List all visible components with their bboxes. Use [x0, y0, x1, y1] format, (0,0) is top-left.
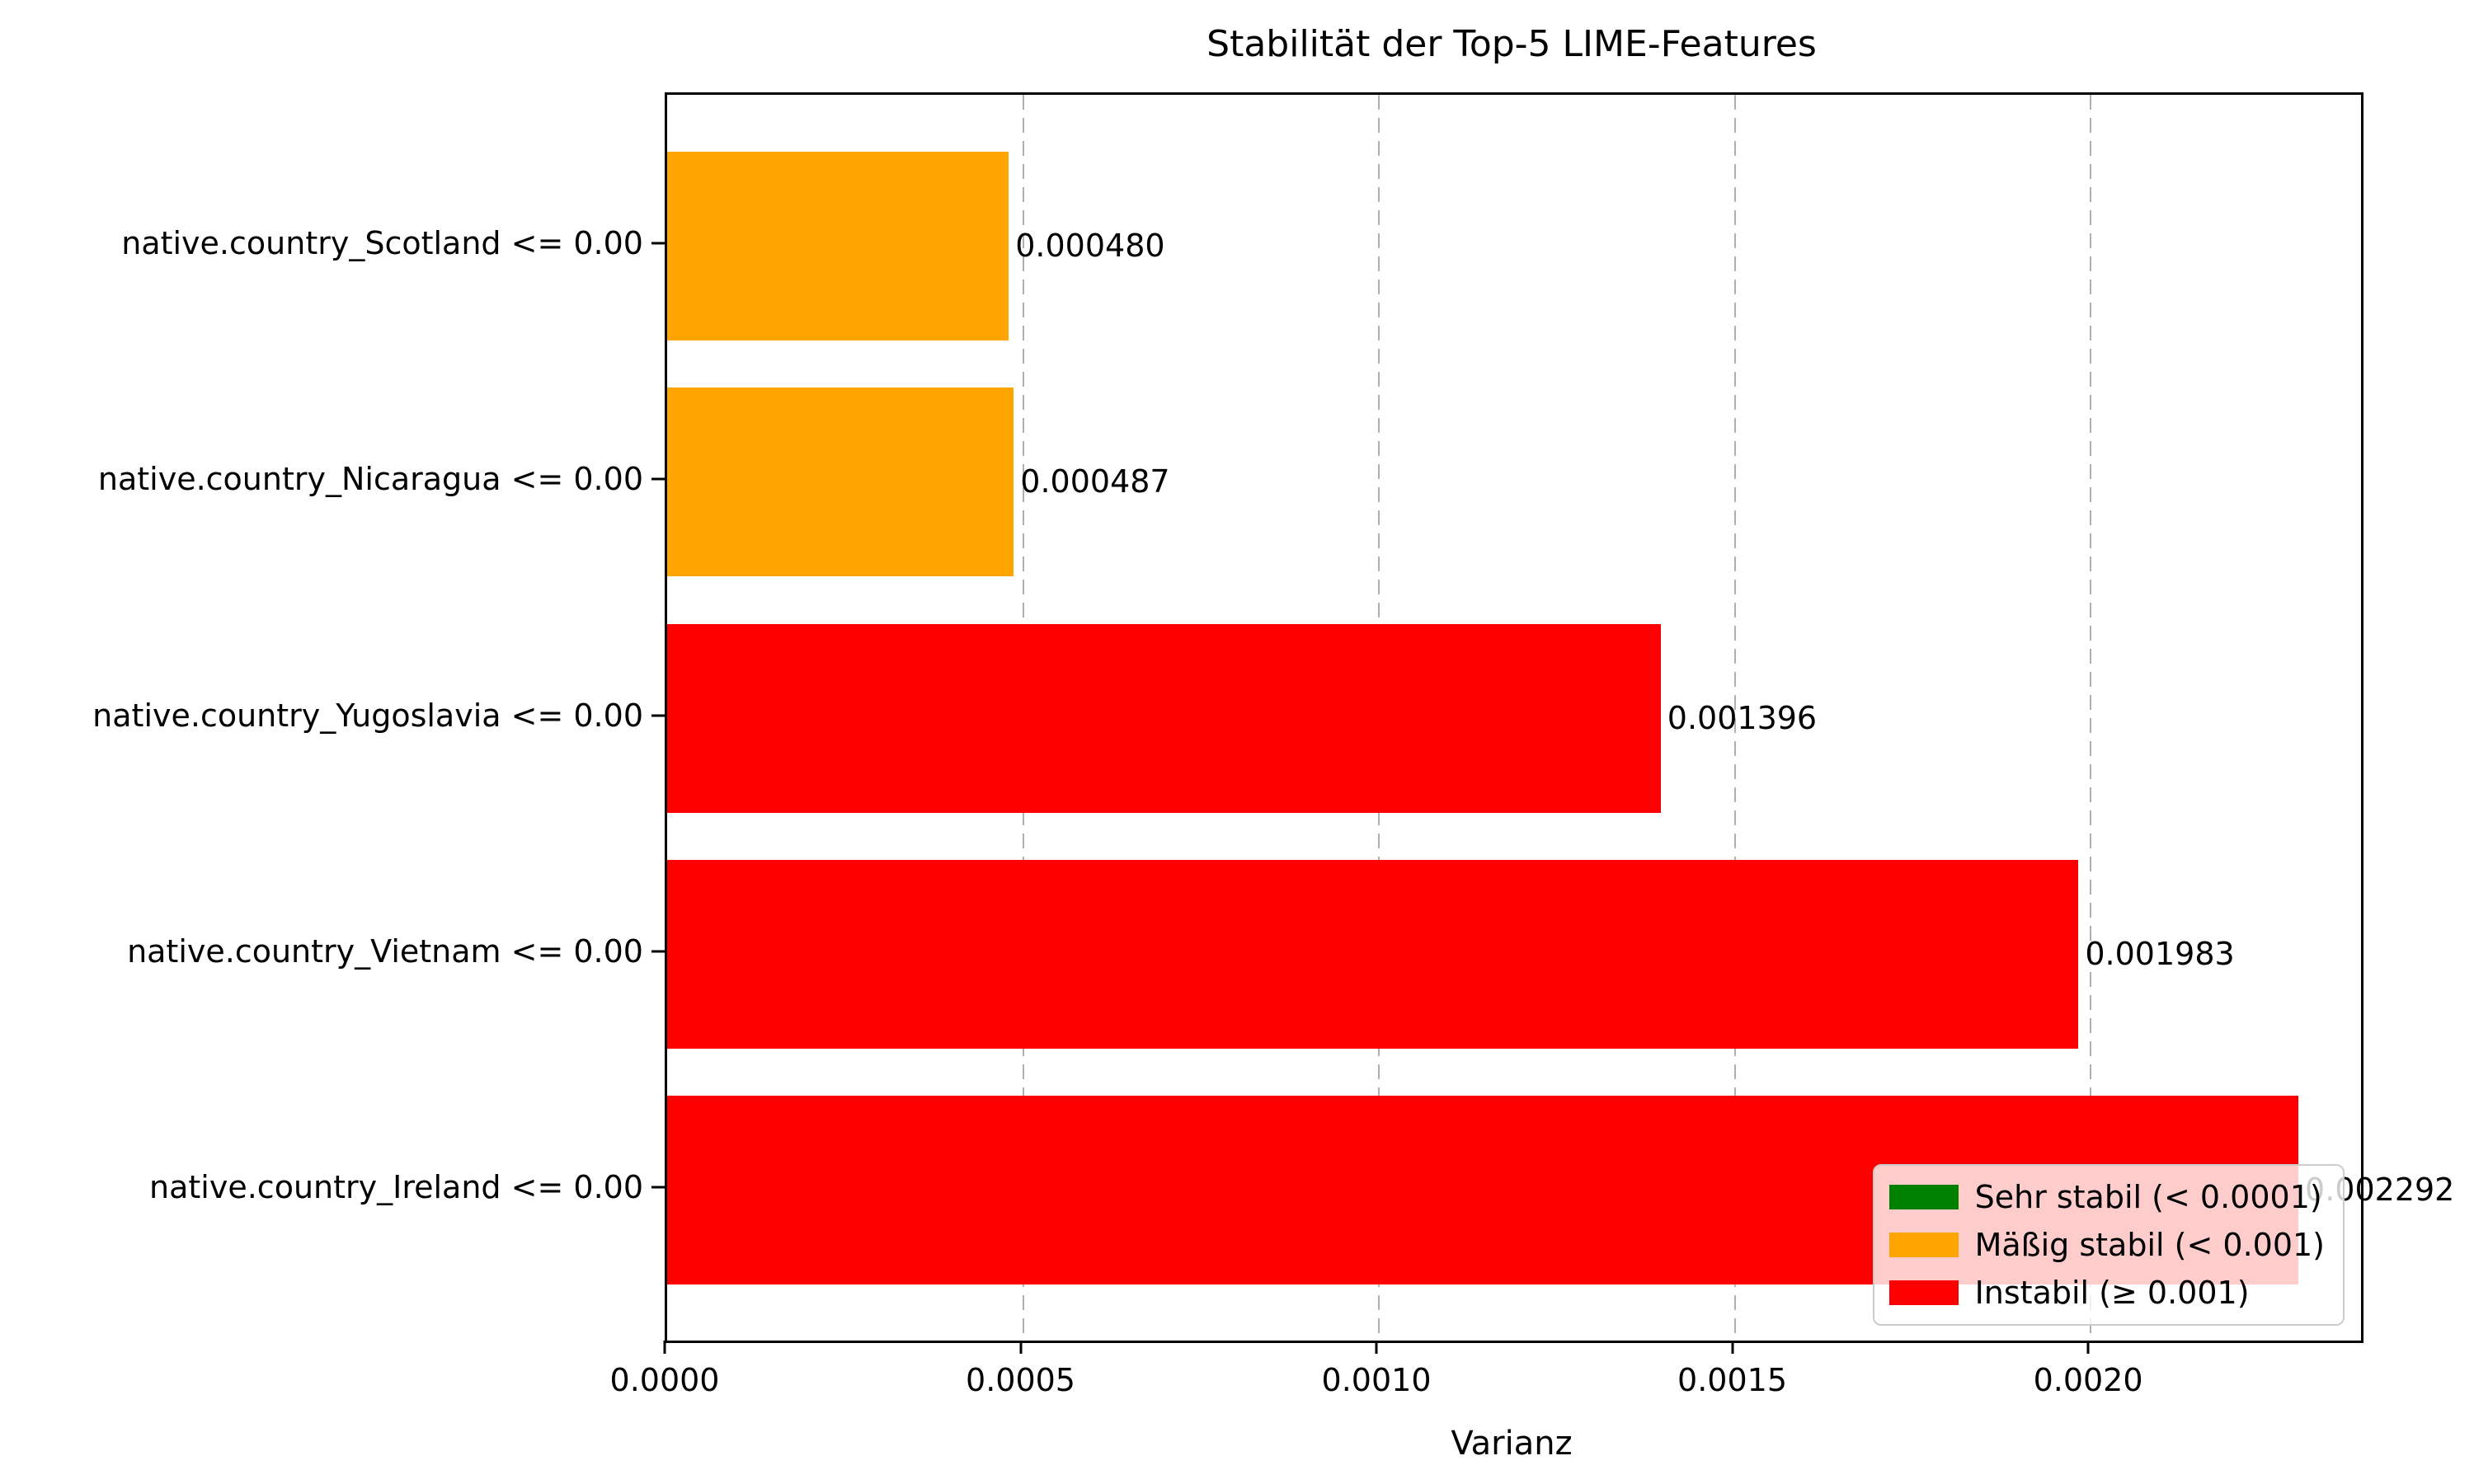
x-tick — [1375, 1341, 1378, 1354]
bar — [667, 387, 1014, 576]
x-tick — [1019, 1341, 1022, 1354]
y-tick — [651, 242, 665, 245]
y-axis-label: native.country_Nicaragua <= 0.00 — [97, 461, 643, 497]
bar-value-label: 0.000487 — [1020, 463, 1170, 500]
y-axis-label: native.country_Ireland <= 0.00 — [149, 1169, 643, 1205]
y-tick — [651, 477, 665, 481]
x-tick-label: 0.0010 — [1321, 1362, 1432, 1398]
legend-label: Instabil (≥ 0.001) — [1974, 1275, 2250, 1311]
gridline — [2090, 95, 2092, 1341]
legend: Sehr stabil (< 0.0001) Mäßig stabil (< 0… — [1872, 1164, 2345, 1326]
bar-value-label: 0.001983 — [2085, 936, 2235, 972]
x-tick-label: 0.0015 — [1677, 1362, 1788, 1398]
y-axis-label: native.country_Vietnam <= 0.00 — [127, 933, 643, 970]
legend-item: Sehr stabil (< 0.0001) — [1888, 1179, 2325, 1215]
legend-item: Mäßig stabil (< 0.001) — [1888, 1227, 2325, 1263]
x-tick — [2086, 1341, 2090, 1354]
legend-swatch-orange — [1888, 1233, 1959, 1257]
legend-swatch-red — [1888, 1280, 1959, 1305]
plot-area: 0.000480 0.000487 0.001396 0.001983 0.002292… — [665, 92, 2454, 1343]
bar — [667, 623, 1661, 813]
legend-label: Sehr stabil (< 0.0001) — [1974, 1179, 2322, 1215]
legend-swatch-green — [1888, 1185, 1959, 1209]
x-tick — [663, 1341, 666, 1354]
x-tick-label: 0.0000 — [609, 1362, 720, 1398]
y-axis-label: native.country_Scotland <= 0.00 — [121, 225, 643, 261]
bar — [667, 859, 2079, 1049]
bar — [667, 151, 1009, 340]
chart-title: Stabilität der Top-5 LIME-Features — [1206, 23, 1817, 65]
legend-item: Instabil (≥ 0.001) — [1888, 1275, 2325, 1311]
x-tick — [1731, 1341, 1734, 1354]
gridline — [1733, 95, 1736, 1341]
x-axis-label: Varianz — [1451, 1425, 1573, 1463]
y-tick — [651, 950, 665, 953]
y-tick — [651, 1186, 665, 1189]
y-tick — [651, 714, 665, 717]
bar-value-label: 0.000480 — [1015, 228, 1165, 264]
bar-value-label: 0.001396 — [1667, 700, 1818, 736]
x-tick-label: 0.0020 — [2033, 1362, 2143, 1398]
x-tick-label: 0.0005 — [966, 1362, 1075, 1398]
legend-label: Mäßig stabil (< 0.001) — [1974, 1227, 2325, 1263]
y-axis-label: native.country_Yugoslavia <= 0.00 — [92, 697, 643, 734]
